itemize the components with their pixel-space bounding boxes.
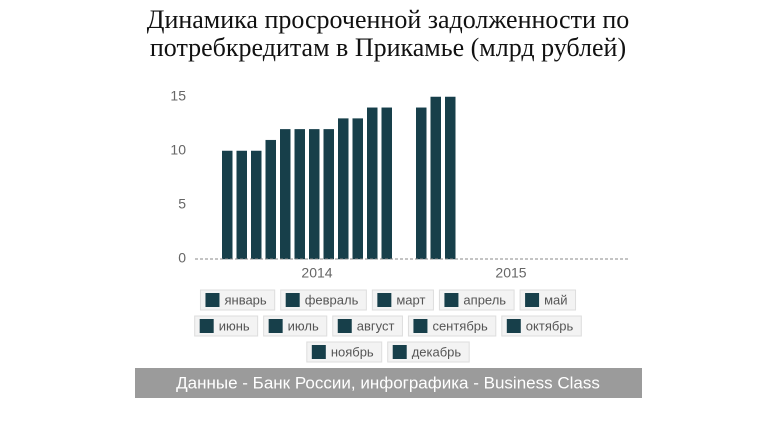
- legend-label: октябрь: [526, 318, 574, 333]
- legend-item[interactable]: май: [519, 289, 577, 311]
- bar: [309, 129, 320, 260]
- legend-swatch: [285, 293, 300, 307]
- chart-title: потребкредитам в Прикамье (млрд рублей): [150, 33, 626, 62]
- legend-swatch: [444, 293, 459, 307]
- bar: [430, 96, 441, 260]
- legend-item[interactable]: сентябрь: [407, 315, 497, 337]
- legend-item[interactable]: август: [332, 315, 403, 337]
- legend-label: сентябрь: [432, 318, 488, 333]
- bar: [294, 129, 305, 260]
- legend-item[interactable]: ноябрь: [306, 341, 383, 363]
- y-tick-label: 10: [170, 142, 186, 158]
- legend-label: август: [357, 318, 395, 333]
- x-tick-label: 2014: [301, 265, 332, 281]
- legend-item[interactable]: апрель: [438, 289, 515, 311]
- legend-swatch: [268, 319, 283, 333]
- bar: [251, 150, 262, 260]
- legend-label: февраль: [305, 292, 359, 307]
- bar: [381, 107, 392, 260]
- legend-box: [501, 315, 582, 337]
- bar: [280, 129, 291, 260]
- legend-item[interactable]: февраль: [280, 289, 367, 311]
- legend-label: июль: [288, 318, 319, 333]
- bar: [236, 150, 247, 260]
- bar: [445, 96, 456, 260]
- chart-title: Динамика просроченной задолженности по: [147, 5, 630, 34]
- y-tick-label: 5: [178, 196, 186, 212]
- legend-item[interactable]: март: [371, 289, 434, 311]
- bar: [352, 118, 363, 260]
- legend-label: март: [396, 292, 425, 307]
- source-box: [135, 368, 642, 398]
- legend-swatch: [199, 319, 214, 333]
- legend-item[interactable]: июнь: [194, 315, 259, 337]
- legend-label: апрель: [463, 292, 506, 307]
- bar: [222, 150, 233, 260]
- legend-swatch: [377, 293, 392, 307]
- legend-swatch: [506, 319, 521, 333]
- y-tick-label: 15: [170, 88, 186, 104]
- bar: [265, 139, 276, 260]
- legend-box: [407, 315, 497, 337]
- legend-box: [280, 289, 367, 311]
- legend-label: июнь: [219, 318, 250, 333]
- legend-label: декабрь: [412, 344, 462, 359]
- legend-swatch: [392, 345, 407, 359]
- legend-item[interactable]: январь: [199, 289, 276, 311]
- source: Данные - Банк России, инфографика - Busi…: [176, 373, 600, 392]
- bar: [416, 107, 427, 260]
- legend-box: [387, 341, 470, 363]
- legend-label: май: [544, 292, 567, 307]
- legend-item[interactable]: июль: [263, 315, 328, 337]
- legend-swatch: [413, 319, 428, 333]
- legend-swatch: [337, 319, 352, 333]
- legend-label: ноябрь: [331, 344, 374, 359]
- bar: [338, 118, 349, 260]
- bar: [323, 129, 334, 260]
- x-tick-label: 2015: [495, 265, 526, 281]
- legend-item[interactable]: декабрь: [387, 341, 470, 363]
- legend-label: январь: [224, 292, 266, 307]
- y-tick-label: 0: [178, 250, 186, 266]
- legend-swatch: [311, 345, 326, 359]
- legend-swatch: [205, 293, 220, 307]
- legend-item[interactable]: октябрь: [501, 315, 582, 337]
- bar: [367, 107, 378, 260]
- legend-swatch: [525, 293, 540, 307]
